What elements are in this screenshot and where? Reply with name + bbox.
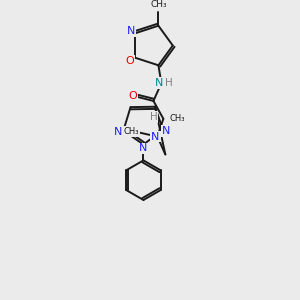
Text: CH₃: CH₃: [150, 0, 167, 9]
Text: N: N: [151, 132, 160, 142]
Text: CH₃: CH₃: [124, 127, 140, 136]
Text: O: O: [128, 91, 137, 101]
Text: H: H: [150, 112, 157, 122]
Text: N: N: [127, 26, 135, 36]
Text: N: N: [155, 78, 164, 88]
Text: O: O: [126, 56, 135, 66]
Text: CH₃: CH₃: [169, 114, 185, 123]
Text: N: N: [139, 143, 148, 154]
Text: N: N: [114, 127, 123, 136]
Text: N: N: [162, 126, 170, 136]
Text: H: H: [165, 78, 173, 88]
